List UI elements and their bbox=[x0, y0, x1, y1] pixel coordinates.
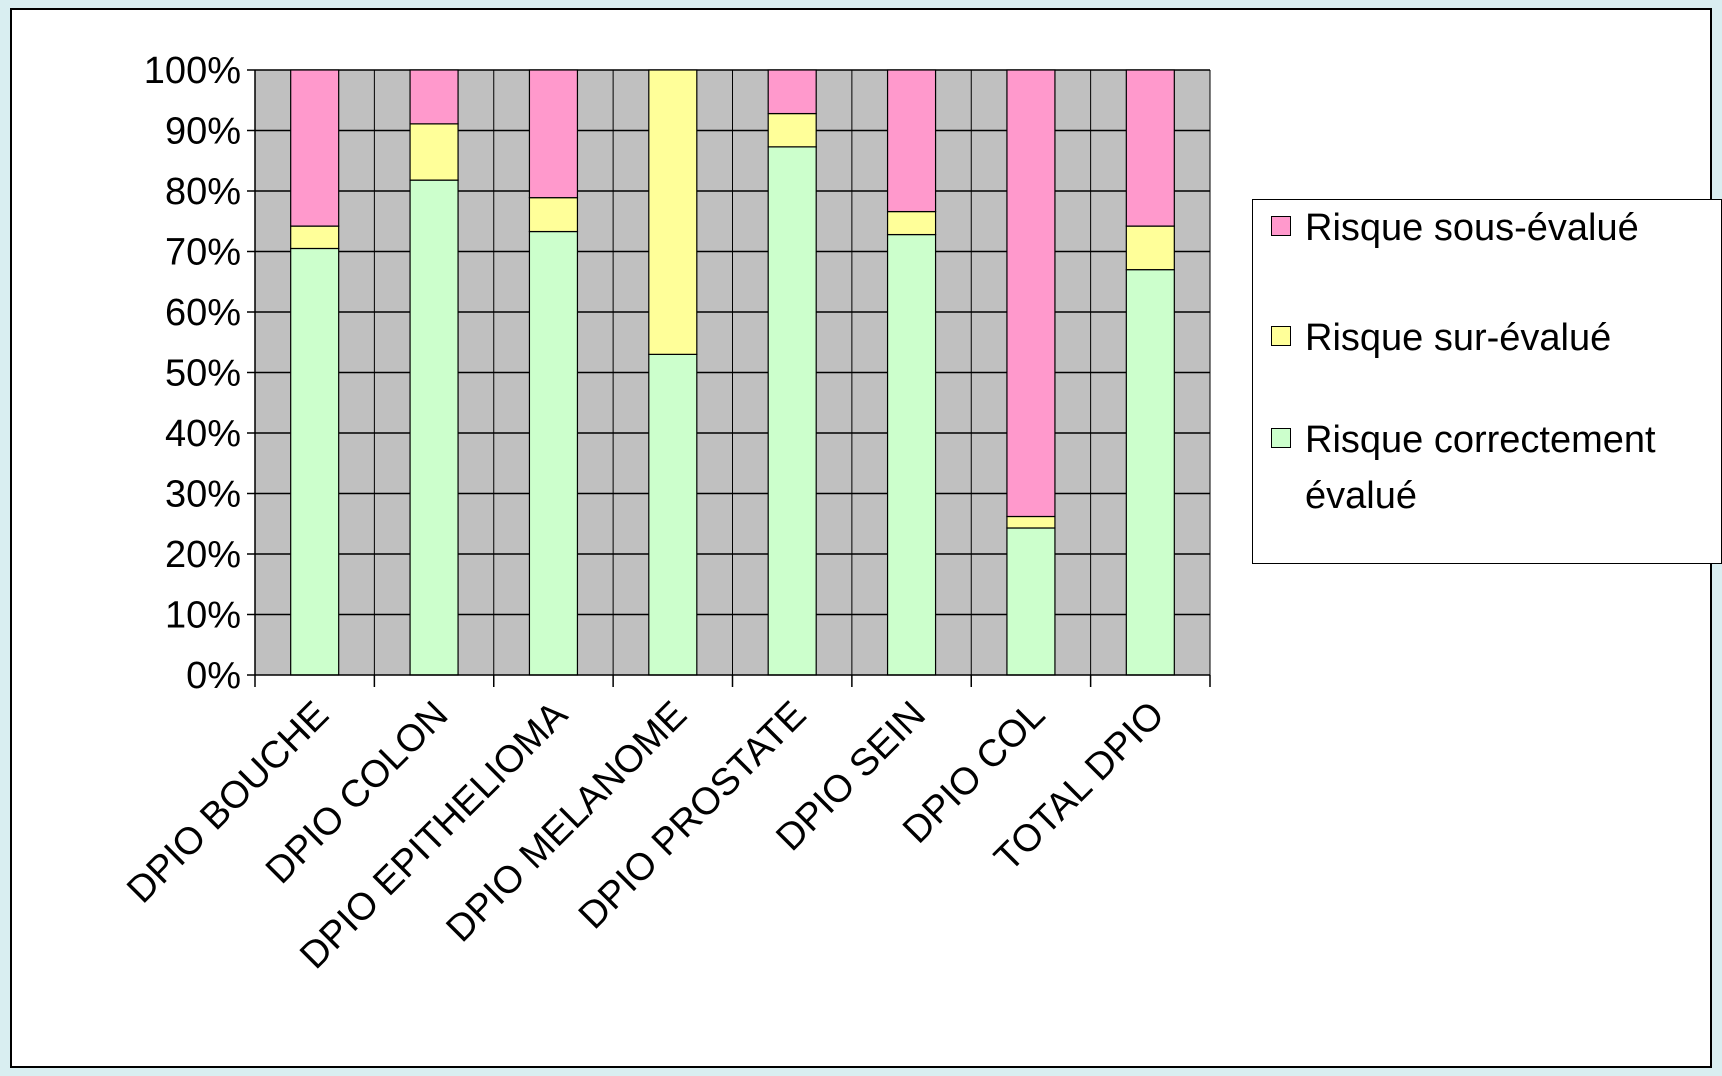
y-tick-label: 10% bbox=[165, 595, 241, 637]
bar-segment bbox=[1125, 269, 1175, 676]
legend-label-sur-evalue: Risque sur-évalué bbox=[1305, 317, 1612, 359]
bar-segment bbox=[290, 69, 340, 227]
bar-segment bbox=[290, 225, 340, 250]
bar-segment bbox=[290, 247, 340, 676]
bar-segment bbox=[767, 69, 817, 115]
bar-segment bbox=[1006, 515, 1056, 529]
y-tick-label: 40% bbox=[165, 413, 241, 455]
bar-segment bbox=[886, 233, 937, 676]
y-tick-label: 90% bbox=[165, 111, 241, 153]
y-tick-label: 80% bbox=[165, 171, 241, 213]
legend-item-sous-evalue: Risque sous-évalué bbox=[1271, 200, 1705, 256]
legend-swatch-sous-evalue bbox=[1271, 216, 1291, 236]
bar-segment bbox=[1006, 69, 1056, 518]
bar-segment bbox=[528, 197, 579, 233]
bar-segment bbox=[648, 353, 698, 676]
bar-segment bbox=[1006, 527, 1056, 676]
legend-swatch-sur-evalue bbox=[1271, 326, 1291, 346]
legend-label-correctement-evalue: Risque correctement évalué bbox=[1305, 419, 1656, 517]
x-tick-label: DPIO BOUCHE bbox=[119, 694, 337, 912]
y-tick-label: 20% bbox=[165, 534, 241, 576]
y-tick-label: 100% bbox=[144, 50, 241, 92]
legend-label-sous-evalue: Risque sous-évalué bbox=[1305, 207, 1639, 249]
y-tick-label: 0% bbox=[186, 655, 241, 697]
bar-segment bbox=[528, 69, 579, 199]
chart-frame: 0% 10% 20% 30% 40% 50% 60% 70% 80% 90% 100% DPIO BO… bbox=[10, 8, 1722, 1068]
legend-swatch-correctement-evalue bbox=[1271, 428, 1291, 448]
x-tick-label: DPIO PROSTATE bbox=[571, 694, 815, 938]
y-tick-label: 70% bbox=[165, 232, 241, 274]
bar-segment bbox=[767, 146, 817, 676]
bar-segment bbox=[767, 112, 817, 148]
bar-segment bbox=[409, 123, 459, 181]
legend-item-sur-evalue: Risque sur-évalué bbox=[1271, 310, 1705, 366]
bar-segment bbox=[648, 69, 698, 355]
y-tick-label: 50% bbox=[165, 353, 241, 395]
bar-segment bbox=[886, 210, 937, 236]
legend: Risque sous-évalué Risque sur-évalué Ris… bbox=[1252, 199, 1722, 564]
y-tick-label: 60% bbox=[165, 292, 241, 334]
bar-segment bbox=[409, 179, 459, 676]
bar-segment bbox=[1125, 225, 1175, 271]
y-tick-label: 30% bbox=[165, 474, 241, 516]
stacked-bar-chart: 0% 10% 20% 30% 40% 50% 60% 70% 80% 90% 100% DPIO BO… bbox=[119, 50, 1211, 977]
bar-segment bbox=[1125, 69, 1175, 227]
bar-segment bbox=[528, 230, 579, 676]
legend-item-correctement-evalue: Risque correctement évalué bbox=[1271, 412, 1705, 524]
bar-segment bbox=[409, 69, 459, 125]
bar-segment bbox=[886, 69, 937, 213]
